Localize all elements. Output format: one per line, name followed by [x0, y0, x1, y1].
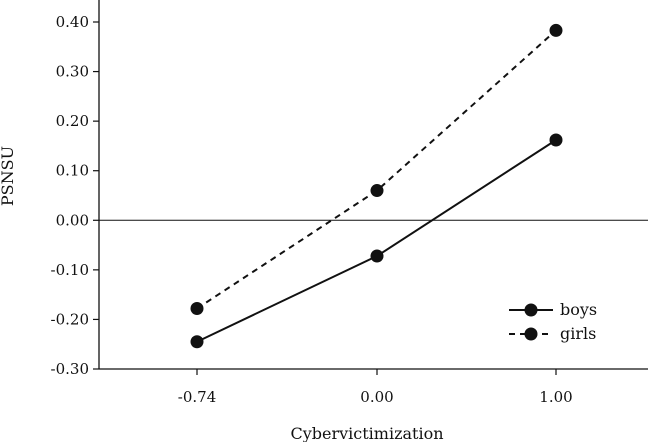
axes-layer: -0.30 -0.20 -0.10 0.00 0.10 0.20 0.30 0.40 -0.74… [51, 0, 648, 406]
x-tick-label: -0.74 [178, 388, 216, 406]
y-tick-label: -0.30 [51, 360, 89, 378]
data-point-girls [370, 184, 384, 198]
data-point-girls [549, 23, 563, 37]
legend-marker-girls [524, 327, 538, 341]
y-tick-label: 0.40 [56, 13, 89, 31]
legend-label-girls: girls [560, 324, 596, 343]
legend-label-boys: boys [560, 300, 597, 319]
legend: boys girls [509, 300, 597, 343]
x-axis-label: Cybervictimization [290, 424, 443, 442]
y-tick-label: 0.10 [56, 162, 89, 180]
y-axis-label: PSNSU [0, 146, 17, 206]
legend-marker-boys [524, 303, 538, 317]
y-tick-label: -0.20 [51, 310, 89, 328]
y-tick-label: 0.00 [56, 211, 89, 229]
data-point-girls [190, 302, 204, 316]
data-point-boys [190, 335, 204, 349]
y-tick-label: 0.20 [56, 112, 89, 130]
x-tick-label: 0.00 [360, 388, 393, 406]
series-layer [190, 23, 563, 349]
data-point-boys [549, 133, 563, 147]
x-tick-label: 1.00 [539, 388, 572, 406]
series-line-girls [196, 29, 557, 310]
data-point-boys [370, 249, 384, 263]
y-tick-label: 0.30 [56, 63, 89, 81]
y-tick-label: -0.10 [51, 261, 89, 279]
series-line-boys [196, 139, 557, 343]
